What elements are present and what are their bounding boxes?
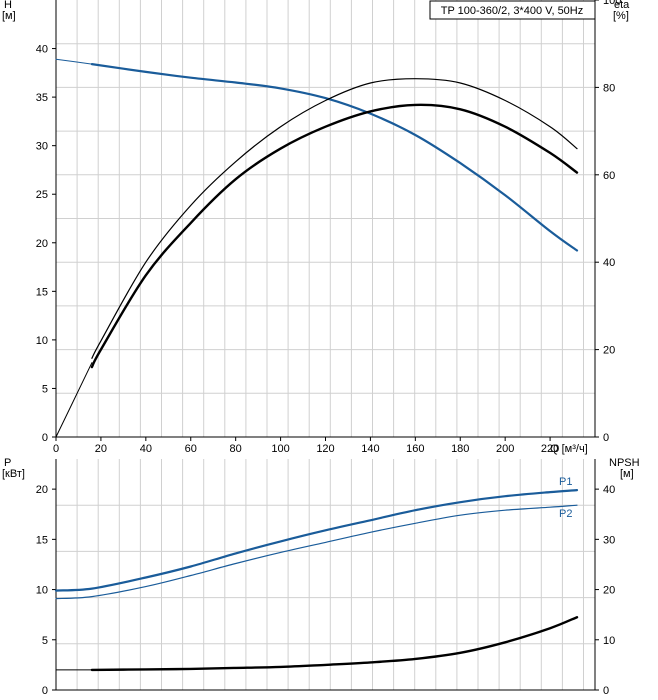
right-tick-label: 40 — [603, 484, 615, 496]
legend-box: TP 100-360/2, 3*400 V, 50Hz — [429, 0, 596, 20]
x-tick-label: 200 — [496, 443, 514, 455]
x-tick-label: 120 — [316, 443, 334, 455]
left-axis-label: [м] — [2, 10, 16, 22]
grid — [56, 459, 595, 690]
left-tick-label: 40 — [36, 44, 48, 56]
left-tick-label: 15 — [36, 534, 48, 546]
legend-box-text: TP 100-360/2, 3*400 V, 50Hz — [441, 5, 584, 17]
x-tick-label: 140 — [361, 443, 379, 455]
x-tick-label: 80 — [230, 443, 242, 455]
x-tick-label: 20 — [95, 443, 107, 455]
right-tick-label: 80 — [603, 82, 615, 94]
series-line — [91, 78, 578, 359]
x-tick-label: 0 — [53, 443, 59, 455]
legend-box-frame — [429, 0, 596, 20]
right-tick-label: 0 — [603, 432, 609, 444]
right-tick-label: 100 — [603, 0, 621, 7]
left-axis-label: H — [4, 0, 12, 11]
right-axis-label: [%] — [613, 10, 629, 22]
left-tick-label: 30 — [36, 141, 48, 153]
top-panel: 0 5 10 15 20 25 30 35 40 0 20 40 60 80 100 H[м] eta[%] 0 2… — [2, 0, 630, 455]
x-tick-label: 40 — [140, 443, 152, 455]
left-tick-label: 10 — [36, 335, 48, 347]
left-tick-label: 0 — [42, 685, 48, 697]
left-tick-label: 10 — [36, 585, 48, 597]
series-line — [90, 616, 579, 672]
left-axis-label: P — [4, 457, 11, 469]
x-tick-label: 100 — [271, 443, 289, 455]
series-line — [90, 62, 579, 252]
series-label-p2: P2 — [559, 508, 572, 520]
left-tick-label: 35 — [36, 92, 48, 104]
left-tick-label: 20 — [36, 484, 48, 496]
x-tick-label: 60 — [185, 443, 197, 455]
right-axis-label: eta — [614, 0, 630, 11]
series-extension-line — [55, 362, 93, 438]
series-label-p1: P1 — [559, 476, 572, 488]
left-tick-label: 20 — [36, 238, 48, 250]
left-tick-label: 5 — [42, 635, 48, 647]
right-tick-label: 20 — [603, 345, 615, 357]
right-tick-label: 40 — [603, 257, 615, 269]
series-line — [90, 103, 579, 369]
left-tick-label: 5 — [42, 383, 48, 395]
right-axis-label: [м] — [620, 468, 634, 480]
series-line-p1 — [54, 489, 579, 592]
bottom-panel: 0 5 10 15 20 0 10 20 30 40 P[кВт] NPSH[м] P1 P2 — [2, 457, 640, 697]
series-line-p2 — [55, 504, 578, 600]
left-tick-label: 0 — [42, 432, 48, 444]
right-tick-label: 20 — [603, 585, 615, 597]
right-tick-label: 0 — [603, 685, 609, 697]
right-tick-label: 30 — [603, 534, 615, 546]
right-tick-label: 10 — [603, 635, 615, 647]
x-tick-label: 180 — [451, 443, 469, 455]
left-axis-label: [кВт] — [2, 468, 25, 480]
grid — [56, 0, 595, 437]
left-tick-label: 25 — [36, 189, 48, 201]
x-axis-label: Q [м³/ч] — [550, 443, 588, 455]
series-extension-line — [55, 58, 93, 65]
x-tick-label: 220 — [541, 443, 559, 455]
right-axis-label: NPSH — [609, 457, 640, 469]
left-tick-label: 15 — [36, 286, 48, 298]
right-tick-label: 60 — [603, 170, 615, 182]
x-tick-label: 160 — [406, 443, 424, 455]
